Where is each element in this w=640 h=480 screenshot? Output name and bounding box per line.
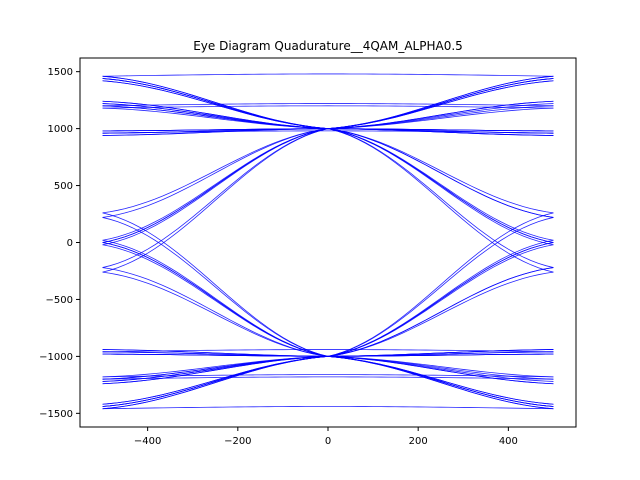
x-tick-label: 0	[325, 436, 331, 447]
y-axis: −1500 −1000 −500 0 500 1000 1500	[39, 67, 80, 420]
y-tick-label: 0	[67, 238, 73, 249]
eye-trace-65	[102, 239, 554, 407]
y-tick-label: 500	[54, 181, 73, 192]
x-tick-label: 400	[499, 436, 518, 447]
y-tick-label: 1500	[48, 67, 73, 78]
x-tick-label: −200	[224, 436, 251, 447]
y-tick-label: 1000	[48, 124, 73, 135]
eye-trace-51	[102, 376, 554, 380]
eye-trace-44	[102, 349, 554, 353]
x-tick-label: −400	[134, 436, 161, 447]
eye-trace-10	[102, 103, 554, 107]
x-tick-label: 200	[409, 436, 428, 447]
y-tick-label: −1000	[39, 352, 73, 363]
x-axis: −400 −200 0 200 400	[134, 427, 518, 447]
eye-traces	[102, 73, 554, 410]
eye-trace-11	[102, 105, 554, 109]
chart-title: Eye Diagram Quadurature__4QAM_ALPHA0.5	[193, 39, 463, 53]
eye-trace-0	[102, 73, 554, 77]
eye-trace-32	[102, 78, 554, 243]
y-tick-label: −500	[46, 295, 73, 306]
eye-trace-58	[102, 406, 554, 410]
y-tick-label: −1500	[39, 409, 73, 420]
